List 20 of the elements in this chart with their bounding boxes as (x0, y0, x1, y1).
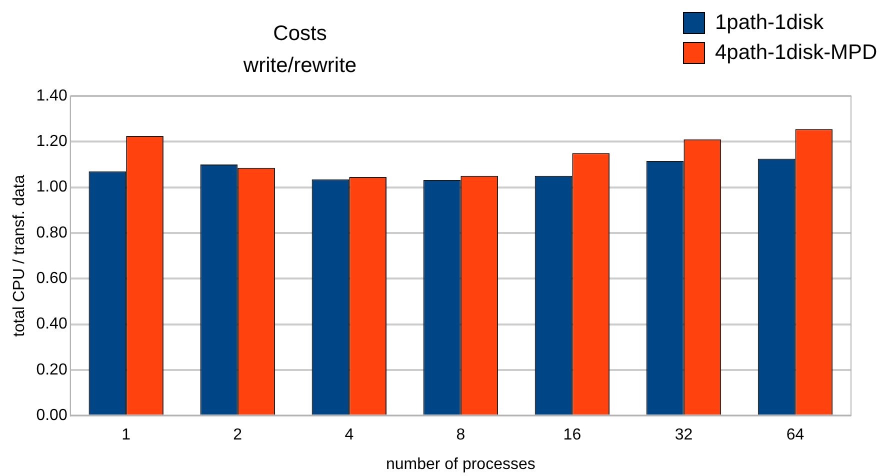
y-tick-label: 0.00 (36, 407, 68, 424)
x-tick-label: 1 (122, 426, 131, 444)
x-tick-label: 64 (786, 426, 804, 444)
y-tick-label: 1.20 (36, 133, 68, 150)
x-tick-label: 4 (344, 426, 354, 444)
y-tick-label: 1.00 (36, 178, 68, 196)
y-tick-label: 0.20 (36, 361, 68, 378)
y-tick-label: 1.40 (36, 87, 68, 104)
y-tick-label: 0.40 (36, 316, 68, 333)
x-tick-label: 8 (456, 426, 466, 444)
x-axis-title: number of processes (386, 456, 536, 473)
x-tick-label: 16 (563, 426, 582, 444)
y-axis-title: total CPU / transf. data (11, 174, 28, 337)
y-tick-label: 0.60 (36, 270, 68, 288)
chart-title: Costs write/rewrite (242, 21, 358, 79)
legend-label: 4path-1disk-MPD (715, 41, 878, 65)
x-tick-label: 2 (233, 426, 242, 444)
legend-label: 1path-1disk (715, 11, 824, 35)
x-tick-label: 32 (674, 426, 693, 444)
y-tick-label: 0.80 (36, 224, 68, 242)
